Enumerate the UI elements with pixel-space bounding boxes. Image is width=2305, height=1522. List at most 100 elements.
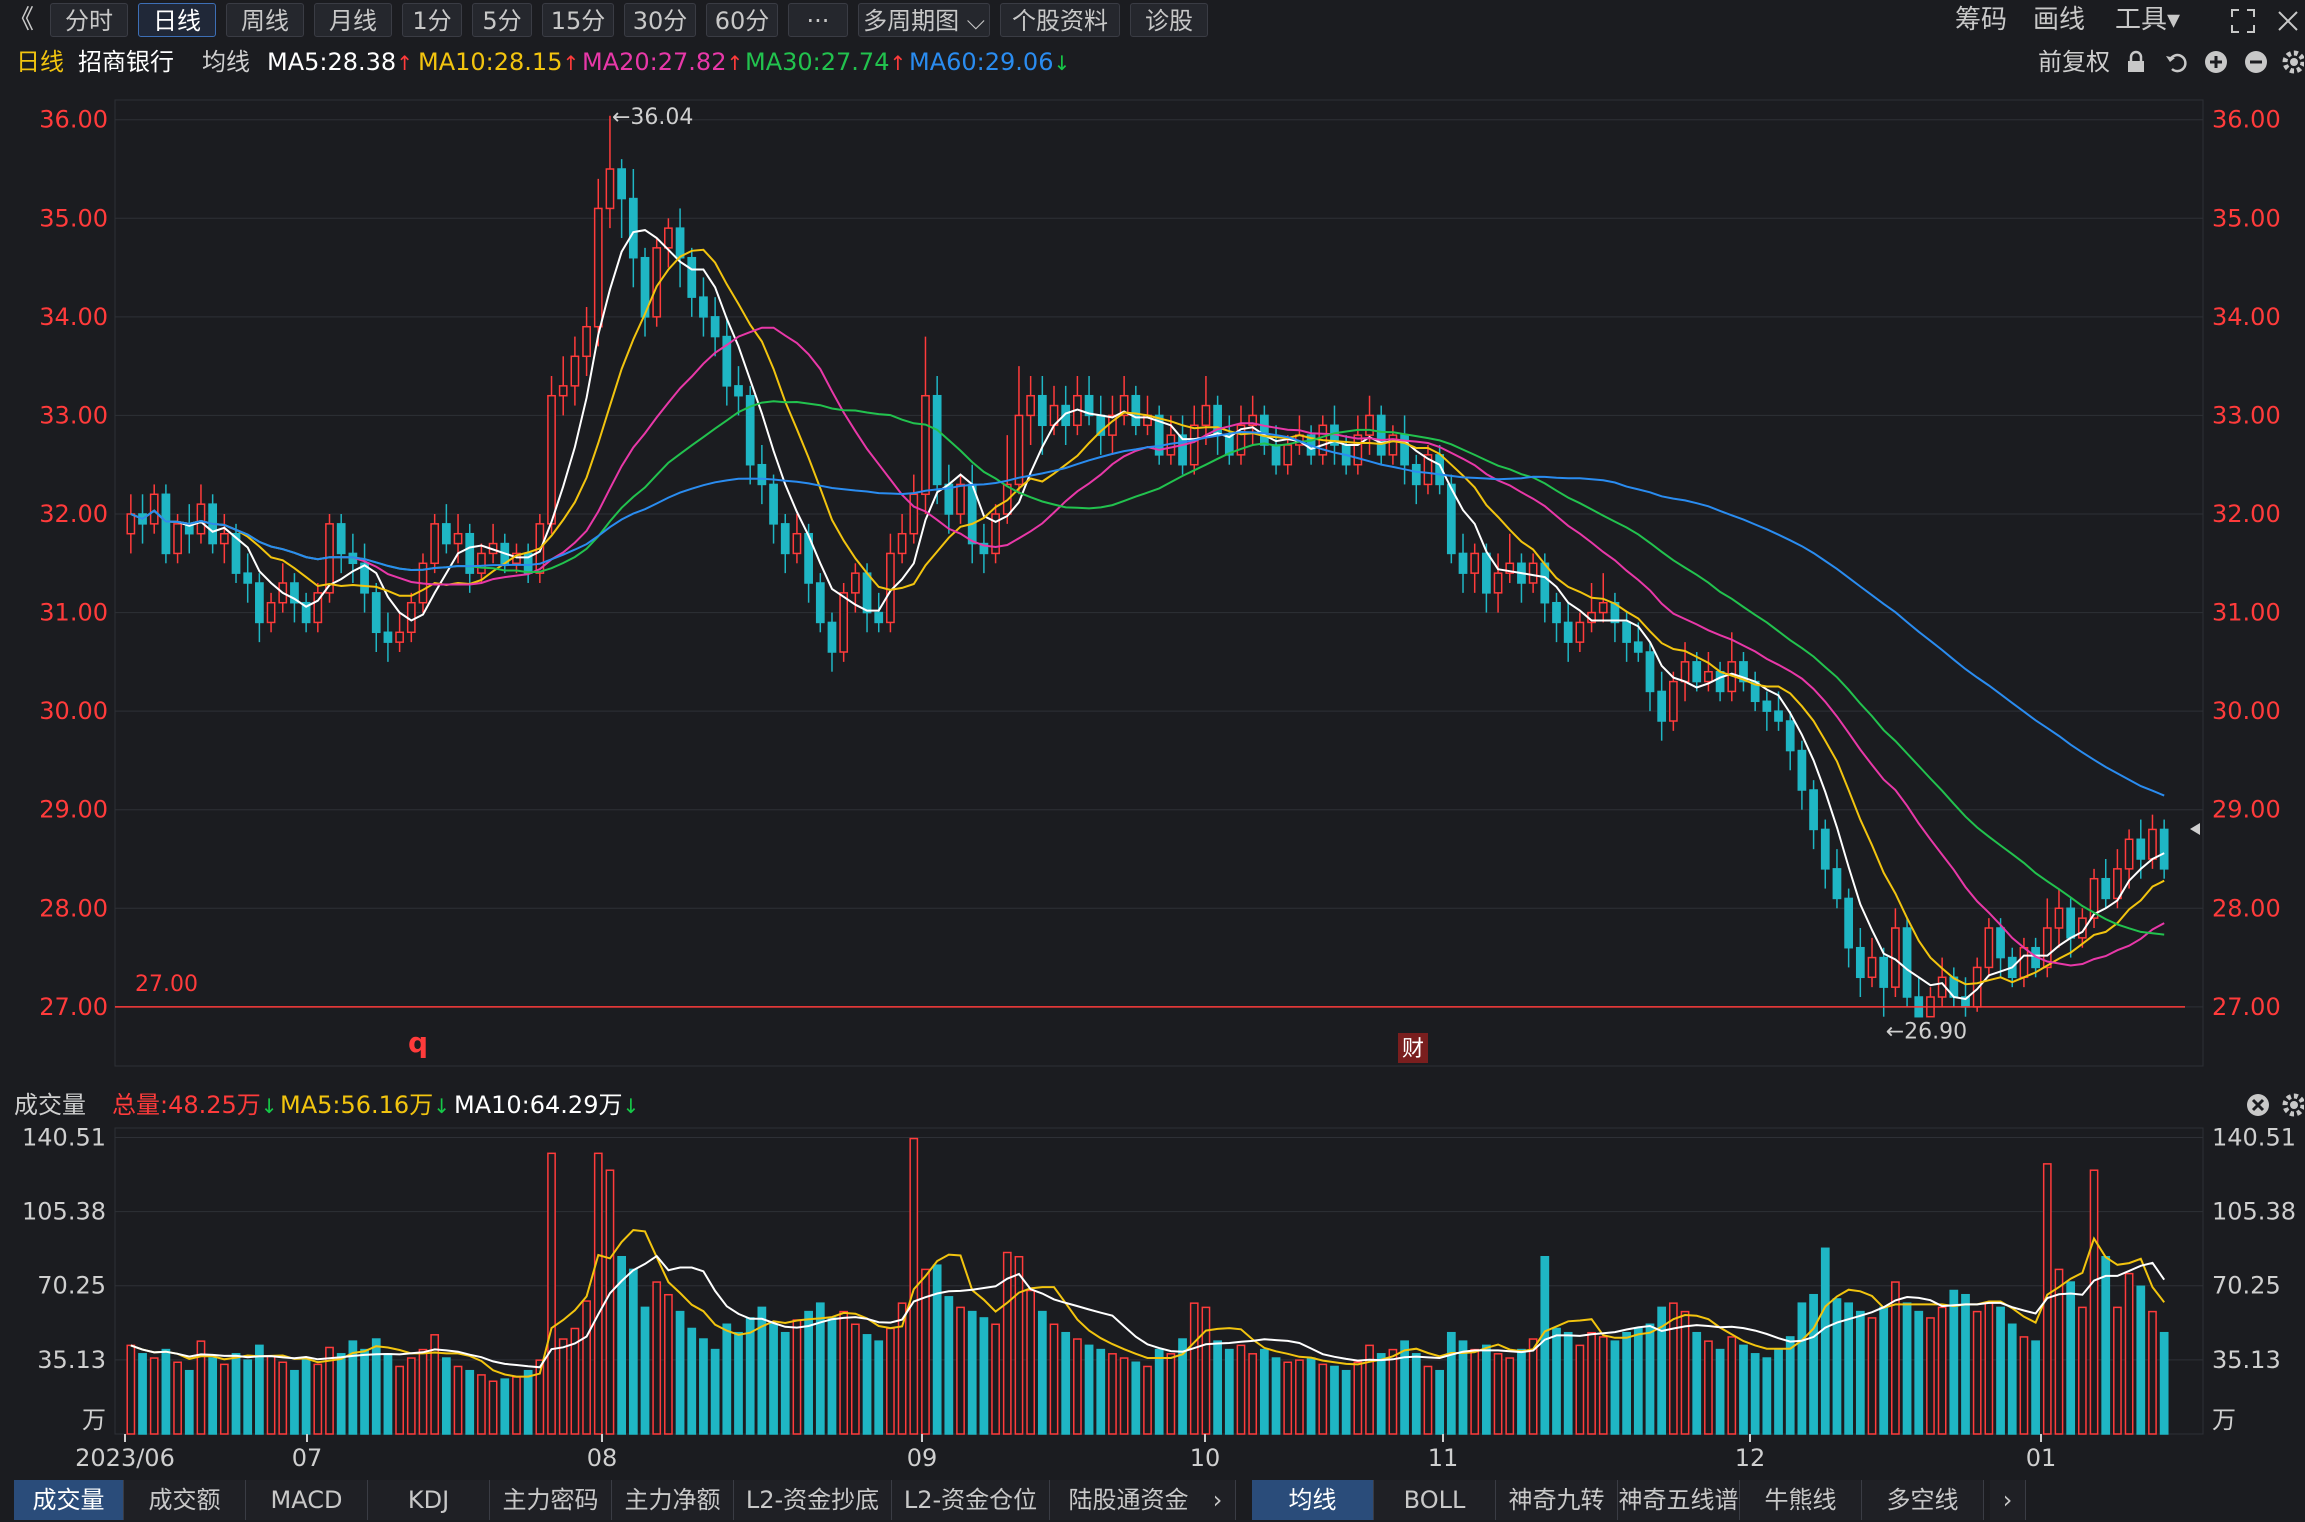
close-window-icon[interactable]: [2275, 8, 2301, 34]
candle-body: [1692, 661, 1702, 683]
volume-bar: [967, 1310, 977, 1435]
volume-bar: [605, 1169, 615, 1435]
indicator-tab-6[interactable]: L2-资金抄底: [734, 1480, 892, 1520]
indicator-tab-7[interactable]: L2-资金仓位: [892, 1480, 1050, 1520]
candle-body: [1236, 424, 1246, 456]
ma-header: 日线 招商银行 均线 MA5:28.38↑ MA10:28.15↑ MA20:2…: [0, 42, 2305, 82]
volume-bar: [1236, 1344, 1246, 1435]
volume-bar: [874, 1340, 884, 1435]
tab-9[interactable]: ···: [788, 3, 848, 37]
volume-bar: [266, 1355, 276, 1435]
indicator-tab-0[interactable]: 成交量: [14, 1480, 124, 1520]
candle-body: [1820, 828, 1830, 870]
tabs-next-icon[interactable]: ›: [1200, 1480, 1236, 1520]
volume-settings-icon[interactable]: [2282, 1093, 2304, 1117]
candle-body: [1622, 621, 1631, 643]
tab-10[interactable]: 多周期图 ⌵: [858, 3, 990, 37]
tab-2[interactable]: 周线: [226, 3, 304, 37]
back-button[interactable]: 《: [8, 5, 35, 35]
tab-0[interactable]: 分时: [50, 3, 128, 37]
zoom-in-icon[interactable]: [2204, 50, 2228, 74]
volume-bar: [1797, 1302, 1807, 1435]
overlay-tab-5[interactable]: 多空线: [1862, 1480, 1984, 1520]
volume-bar: [2019, 1336, 2029, 1435]
candle-body: [243, 572, 253, 584]
volume-bar: [1073, 1338, 1082, 1435]
volume-bar: [1306, 1357, 1316, 1435]
chip-button[interactable]: 筹码: [1955, 5, 2008, 35]
tab-8[interactable]: 60分: [706, 3, 778, 37]
indicator-tab-1[interactable]: 成交额: [124, 1480, 246, 1520]
indicator-tab-4[interactable]: 主力密码: [490, 1480, 612, 1520]
volume-bar: [1622, 1331, 1631, 1435]
ma60-value: MA60:29.06↓: [909, 48, 1071, 76]
expand-icon[interactable]: [2230, 8, 2256, 34]
candle-body: [360, 562, 369, 594]
volume-bar: [1984, 1302, 1994, 1435]
candle-body: [1482, 552, 1491, 594]
tab-1[interactable]: 日线: [138, 3, 216, 37]
tab-5[interactable]: 5分: [472, 3, 532, 37]
candle-body: [558, 385, 568, 397]
tab-12[interactable]: 诊股: [1130, 3, 1208, 37]
tab-3[interactable]: 月线: [314, 3, 392, 37]
volume-bar: [1365, 1344, 1374, 1435]
tools-button[interactable]: 工具▾: [2115, 5, 2181, 35]
volume-bar: [956, 1306, 965, 1435]
indicator-tab-2[interactable]: MACD: [246, 1480, 368, 1520]
undo-icon[interactable]: [2164, 50, 2188, 74]
candle-body: [1984, 927, 1994, 969]
zoom-out-icon[interactable]: [2244, 50, 2268, 74]
overlay-tab-1[interactable]: BOLL: [1374, 1480, 1496, 1520]
volume-bar: [1283, 1361, 1293, 1435]
ma60-line: [130, 430, 2165, 797]
tab-6[interactable]: 15分: [542, 3, 614, 37]
date-tick-label: 2023/06: [75, 1444, 175, 1472]
candle-body: [1739, 661, 1748, 683]
volume-bar: [1879, 1306, 1889, 1435]
low-label: ←26.90: [1886, 1020, 1967, 1045]
volume-bars: [126, 1137, 2169, 1435]
candle-body: [1084, 394, 1094, 417]
volume-bar: [2159, 1331, 2169, 1435]
volume-bar: [722, 1323, 732, 1435]
top-toolbar: 《 分时 日线 周线 月线 1分 5分 15分 30分 60分 ··· 多周期图 ⌵ 个股资料 诊股 筹…: [0, 0, 2305, 40]
ma5-value: MA5:28.38↑: [267, 48, 413, 76]
date-axis: 2023/06 07 08 09 10 11 12 01: [75, 1434, 2056, 1472]
indicator-tab-5[interactable]: 主力净额: [612, 1480, 734, 1520]
candle-body: [1844, 897, 1854, 949]
ma-label[interactable]: 均线: [202, 48, 250, 76]
settings-icon[interactable]: [2282, 50, 2304, 74]
candle-body: [827, 621, 837, 653]
tab-4[interactable]: 1分: [402, 3, 462, 37]
ma-lines: [130, 229, 2165, 1001]
candle-body: [1657, 690, 1667, 722]
volume-header: 成交量 总量:48.25万↓ MA5:56.16万↓ MA10:64.29万↓: [0, 1085, 2305, 1125]
overlay-tab-4[interactable]: 牛熊线: [1740, 1480, 1862, 1520]
volume-bar: [1680, 1310, 1690, 1435]
overlay-next-icon[interactable]: ›: [1990, 1480, 2026, 1520]
volume-bar: [582, 1300, 591, 1435]
tab-11[interactable]: 个股资料: [1000, 3, 1120, 37]
lock-icon[interactable]: [2124, 50, 2148, 74]
close-panel-icon[interactable]: [2246, 1093, 2270, 1117]
ma30-value: MA30:27.74↑: [745, 48, 907, 76]
volume-bar: [1809, 1293, 1818, 1435]
indicator-tab-8[interactable]: 陆股通资金: [1050, 1480, 1208, 1520]
volume-bar: [2054, 1268, 2064, 1435]
volume-bar: [1096, 1348, 1106, 1435]
kline-chart[interactable]: 36.00 35.00 34.00 33.00 32.00 31.00 30.00 29.00…: [0, 0, 2305, 1480]
draw-button[interactable]: 画线: [2033, 5, 2086, 35]
candle-body: [2113, 868, 2122, 900]
volume-bar: [1318, 1363, 1328, 1435]
tab-7[interactable]: 30分: [624, 3, 696, 37]
adjust-button[interactable]: 前复权: [2038, 48, 2110, 76]
volume-tick-label: 140.51: [22, 1123, 106, 1151]
overlay-tab-0[interactable]: 均线: [1252, 1480, 1374, 1520]
overlay-tab-3[interactable]: 神奇五线谱: [1618, 1480, 1740, 1520]
indicator-tab-3[interactable]: KDJ: [368, 1480, 490, 1520]
overlay-tab-2[interactable]: 神奇九转: [1496, 1480, 1618, 1520]
candle-body: [255, 582, 264, 624]
volume-unit-label: 万: [2212, 1406, 2236, 1434]
volume-label[interactable]: 成交量: [14, 1091, 86, 1119]
